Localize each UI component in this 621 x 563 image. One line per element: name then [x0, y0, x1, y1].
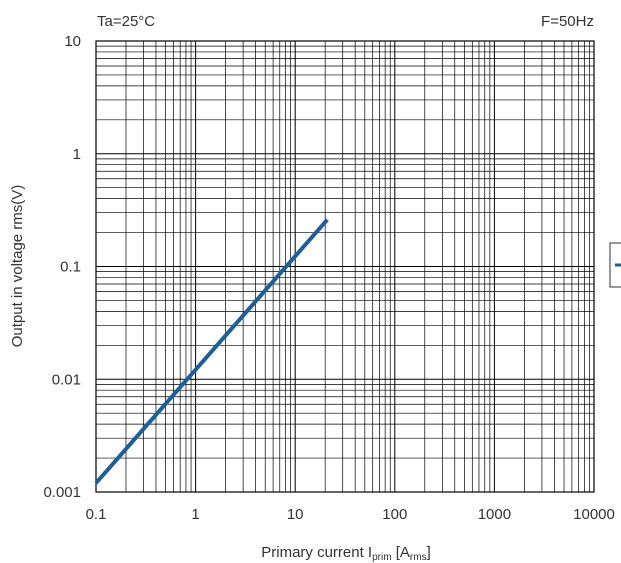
- y-tick-label: 0.1: [60, 259, 81, 276]
- condition-left: Ta=25°C: [97, 13, 155, 30]
- legend-box: [609, 242, 621, 288]
- y-tick-labels: 0.001 0.01 0.1 1 10: [43, 33, 81, 501]
- condition-right: F=50Hz: [541, 13, 594, 30]
- y-tick-label: 1: [73, 146, 81, 163]
- x-axis-label-bracket-open: [A: [392, 544, 410, 561]
- x-tick-label: 100: [382, 506, 407, 523]
- x-tick-label: 1: [191, 506, 199, 523]
- x-axis-label-unit-sub: rms: [410, 552, 427, 563]
- y-tick-label: 10: [64, 33, 81, 50]
- grid: [96, 41, 594, 492]
- x-axis-label-sub: prim: [372, 552, 391, 563]
- x-tick-label: 1000: [478, 506, 511, 523]
- y-tick-label: 0.001: [43, 484, 81, 501]
- y-axis-label: Output in voltage rms(V): [9, 185, 26, 348]
- x-tick-label: 10000: [573, 506, 615, 523]
- x-tick-labels: 0.1 1 10 100 1000 10000: [86, 506, 615, 523]
- x-axis-label-bracket-close: ]: [427, 544, 431, 561]
- plot-frame: [95, 40, 595, 493]
- x-axis-label: Primary current Iprim [Arms]: [261, 544, 431, 563]
- x-tick-label: 10: [287, 506, 304, 523]
- x-axis-label-main: Primary current I: [261, 544, 372, 561]
- series-line: [94, 218, 329, 485]
- y-tick-label: 0.01: [52, 371, 81, 388]
- x-tick-label: 0.1: [86, 506, 107, 523]
